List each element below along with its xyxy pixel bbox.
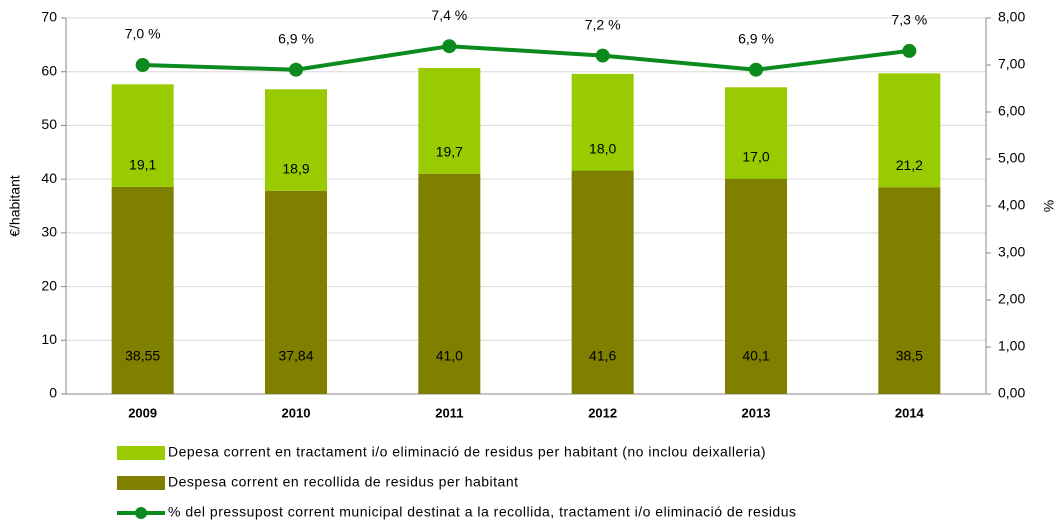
bar <box>111 186 174 394</box>
bar <box>878 73 941 188</box>
bar <box>878 187 941 394</box>
bar <box>571 73 634 171</box>
line <box>142 44 910 72</box>
x-tick-label: 2009 <box>128 405 157 420</box>
y2-tick-label: 4,00 <box>998 197 1025 213</box>
bar <box>265 89 327 191</box>
bar-label: 41,0 <box>436 348 463 364</box>
line-point <box>442 39 457 54</box>
bar-label: 19,7 <box>436 143 463 159</box>
bar-label: 17,0 <box>742 148 769 164</box>
line-label: 6,9 % <box>278 30 314 46</box>
y2-tick-label: 1,00 <box>998 338 1025 354</box>
bar-label: 37,84 <box>278 348 313 364</box>
y2-tick-label: 0,00 <box>998 385 1025 401</box>
y2-tick-label: 3,00 <box>998 244 1025 260</box>
bar <box>418 67 481 174</box>
y-tick-label: 60 <box>41 62 57 78</box>
bar-label: 38,55 <box>125 348 160 364</box>
bar <box>571 170 634 394</box>
x-tick-label: 2010 <box>282 405 311 420</box>
bar-label: 40,1 <box>742 348 769 364</box>
bar-label: 18,0 <box>589 140 616 156</box>
x-tick-label: 2014 <box>895 405 925 420</box>
bar-label: 18,9 <box>282 160 309 176</box>
line-label: 6,9 % <box>738 30 774 46</box>
y2-tick-label: 8,00 <box>998 9 1025 25</box>
y-tick-label: 70 <box>41 9 57 25</box>
x-tick-label: 2011 <box>435 405 463 420</box>
line-point <box>595 48 610 63</box>
line-point <box>135 58 150 72</box>
legend-swatch <box>117 446 165 460</box>
y2-tick-label: 7,00 <box>998 56 1025 72</box>
y-tick-label: 20 <box>41 277 57 293</box>
y-tick-label: 30 <box>41 224 57 240</box>
legend-label: Depesa corrent en tractament i/o elimina… <box>168 444 766 460</box>
line-label: 7,2 % <box>585 16 621 32</box>
y-tick-label: 0 <box>49 385 57 401</box>
y-tick-label: 10 <box>41 331 57 347</box>
legend-label: Despesa corrent en recollida de residus … <box>168 474 519 490</box>
bar <box>265 190 327 394</box>
y2-tick-label: 5,00 <box>998 150 1025 166</box>
legend-swatch <box>117 476 165 490</box>
bar-label: 19,1 <box>129 157 156 173</box>
bar-label: 41,6 <box>589 348 616 364</box>
y2-tick-label: 6,00 <box>998 103 1025 119</box>
y-tick-label: 40 <box>41 170 57 186</box>
line-point <box>289 62 303 77</box>
bar <box>111 84 174 187</box>
line-label: 7,3 % <box>891 12 927 28</box>
line-label: 7,0 % <box>125 26 161 42</box>
y2-axis-label: % <box>1041 200 1057 212</box>
line-point <box>902 43 917 58</box>
y2-tick-label: 2,00 <box>998 291 1025 307</box>
bar <box>418 173 481 394</box>
bar-label: 21,2 <box>896 157 923 173</box>
y-tick-label: 50 <box>41 116 57 132</box>
y-axis-label: €/habitant <box>7 175 23 237</box>
x-tick-label: 2012 <box>588 405 617 420</box>
bar-label: 38,5 <box>896 348 923 364</box>
bar <box>725 178 787 394</box>
legend-marker <box>135 507 147 519</box>
x-tick-label: 2013 <box>742 405 771 420</box>
line-label: 7,4 % <box>431 7 467 23</box>
line-point <box>749 62 763 77</box>
bar <box>725 87 787 179</box>
legend-label: % del pressupost corrent municipal desti… <box>168 504 797 520</box>
